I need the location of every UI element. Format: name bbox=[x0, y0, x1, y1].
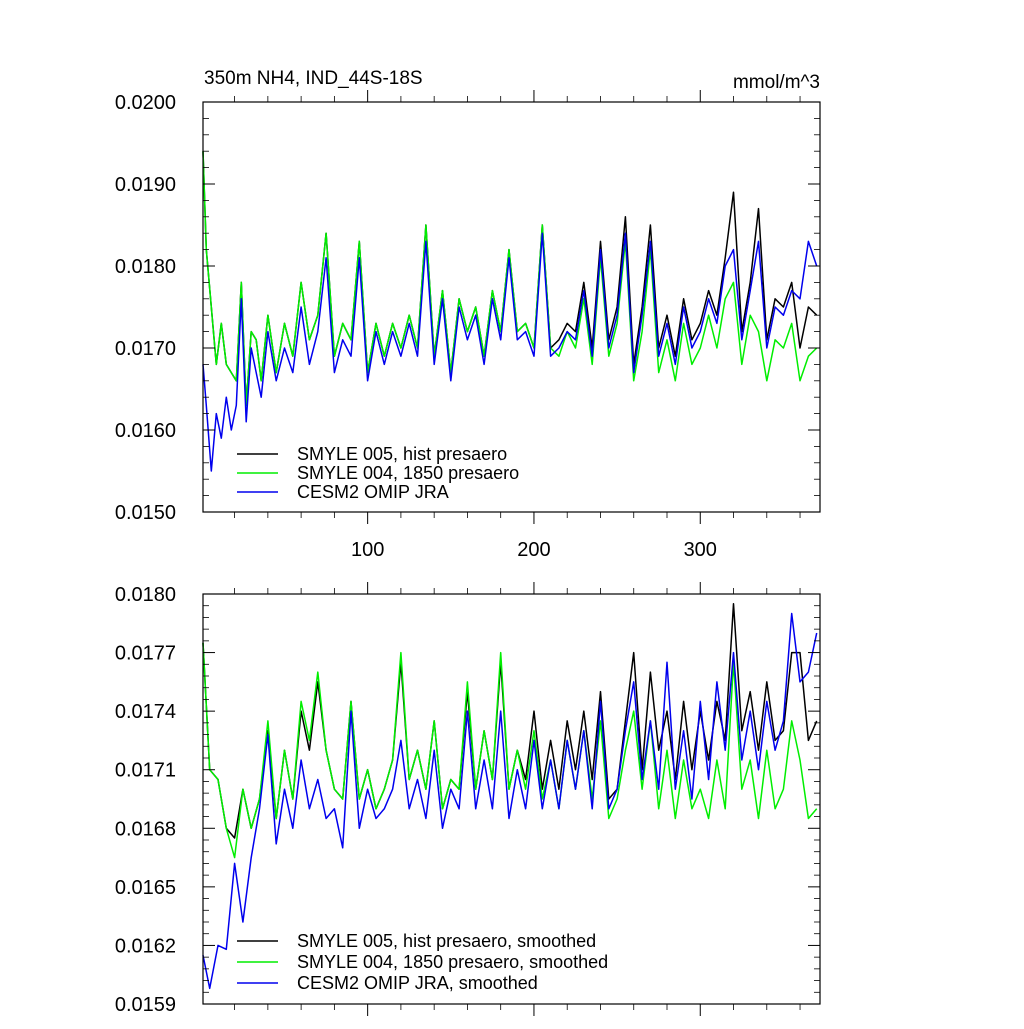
bottom-y-tick-label: 0.0165 bbox=[115, 877, 176, 899]
bottom-series-line-2 bbox=[202, 612, 818, 990]
top-series-line-1 bbox=[202, 151, 818, 407]
top-x-tick-label: 300 bbox=[684, 539, 717, 561]
bottom-y-tick-label: 0.0171 bbox=[115, 760, 176, 782]
top-panel: 350m NH4, IND_44S-18S mmol/m^3 0.01500.0… bbox=[115, 68, 821, 561]
legend-label-hist-smoothed: SMYLE 005, hist presaero, smoothed bbox=[297, 931, 596, 951]
top-panel-legend: SMYLE 005, hist presaero SMYLE 004, 1850… bbox=[237, 444, 519, 502]
top-panel-ticks: 0.0150 0.0160 0.0170 0.0180 0.0190 0.0200 100 2… bbox=[115, 90, 820, 561]
top-y-tick-label: 0.0190 bbox=[115, 174, 176, 196]
legend-label-omip-smoothed: CESM2 OMIP JRA, smoothed bbox=[297, 973, 538, 993]
top-panel-frame bbox=[202, 101, 821, 513]
bottom-panel: 0.0159 0.0162 0.0165 0.0168 0.0171 0.0174 0.01… bbox=[115, 582, 821, 1016]
bottom-series-line-1 bbox=[202, 642, 818, 859]
bottom-panel-series bbox=[202, 603, 818, 990]
bottom-y-tick-label: 0.0168 bbox=[115, 818, 176, 840]
bottom-panel-frame bbox=[202, 593, 821, 1005]
legend-label-1850: SMYLE 004, 1850 presaero bbox=[297, 463, 519, 483]
bottom-y-tick-label: 0.0177 bbox=[115, 643, 176, 665]
bottom-panel-ticks: 0.0159 0.0162 0.0165 0.0168 0.0171 0.0174 0.01… bbox=[115, 582, 820, 1016]
bottom-y-tick-label: 0.0180 bbox=[115, 584, 176, 606]
bottom-y-tick-label: 0.0162 bbox=[115, 935, 176, 957]
top-panel-series bbox=[202, 151, 818, 472]
bottom-y-tick-label: 0.0174 bbox=[115, 701, 176, 723]
top-panel-title: 350m NH4, IND_44S-18S bbox=[204, 68, 423, 89]
top-y-tick-label: 0.0200 bbox=[115, 92, 176, 114]
top-y-tick-label: 0.0160 bbox=[115, 420, 176, 442]
top-panel-units: mmol/m^3 bbox=[733, 72, 820, 93]
top-series-line-2 bbox=[202, 232, 818, 472]
bottom-panel-legend: SMYLE 005, hist presaero, smoothed SMYLE… bbox=[237, 931, 608, 993]
top-x-tick-label: 200 bbox=[517, 539, 550, 561]
top-y-tick-label: 0.0180 bbox=[115, 256, 176, 278]
legend-label-1850-smoothed: SMYLE 004, 1850 presaero, smoothed bbox=[297, 952, 608, 972]
bottom-y-tick-label: 0.0159 bbox=[115, 994, 176, 1016]
top-y-tick-label: 0.0150 bbox=[115, 502, 176, 524]
legend-label-hist: SMYLE 005, hist presaero bbox=[297, 444, 507, 464]
top-x-tick-label: 100 bbox=[351, 539, 384, 561]
top-y-tick-label: 0.0170 bbox=[115, 338, 176, 360]
legend-label-omip: CESM2 OMIP JRA bbox=[297, 482, 449, 502]
